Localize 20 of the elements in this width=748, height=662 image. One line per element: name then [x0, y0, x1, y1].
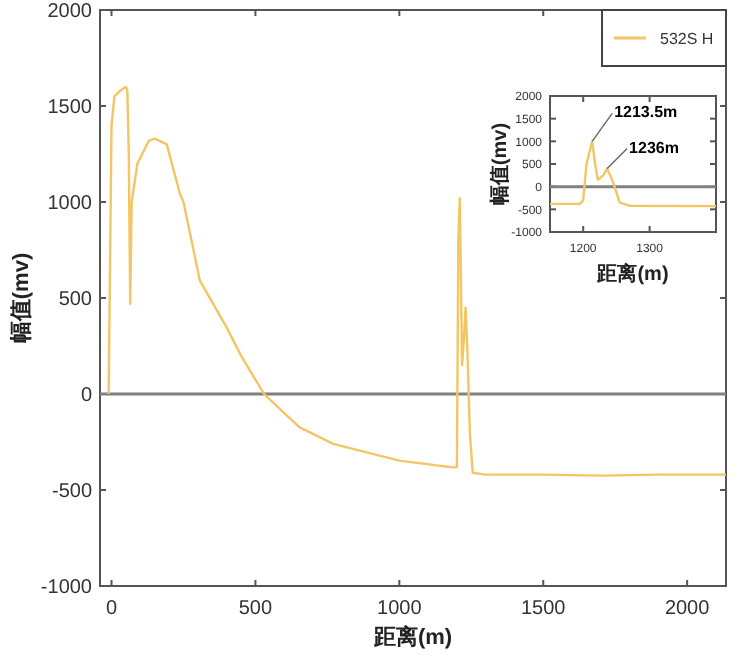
annotation: 1213.5m: [614, 103, 678, 122]
y-tick-label: -1000: [40, 577, 93, 599]
line-series: [107, 85, 728, 477]
y-tick-label: 500: [58, 289, 93, 311]
x-tick-label: 500: [238, 598, 273, 620]
y-tick-label: 1000: [47, 193, 93, 215]
legend-label: 532S H: [660, 30, 714, 48]
x-tick-label: 2000: [664, 598, 711, 620]
y-tick-label: 0: [80, 385, 93, 407]
x-axis-title: 距离(m): [595, 262, 669, 286]
line-series: [548, 140, 718, 208]
y-axis-title: 幅值(mv): [8, 252, 34, 344]
y-axis-title: 幅值(mv): [488, 122, 512, 206]
y-tick-label: 2000: [47, 1, 93, 23]
y-tick-label: 1500: [47, 97, 93, 119]
annotation: 1236m: [629, 138, 679, 157]
x-tick-label: 1000: [377, 598, 423, 620]
x-axis-title: 距离(m): [371, 624, 453, 650]
x-tick-label: 0: [105, 598, 118, 620]
y-tick-label: -500: [51, 481, 93, 503]
